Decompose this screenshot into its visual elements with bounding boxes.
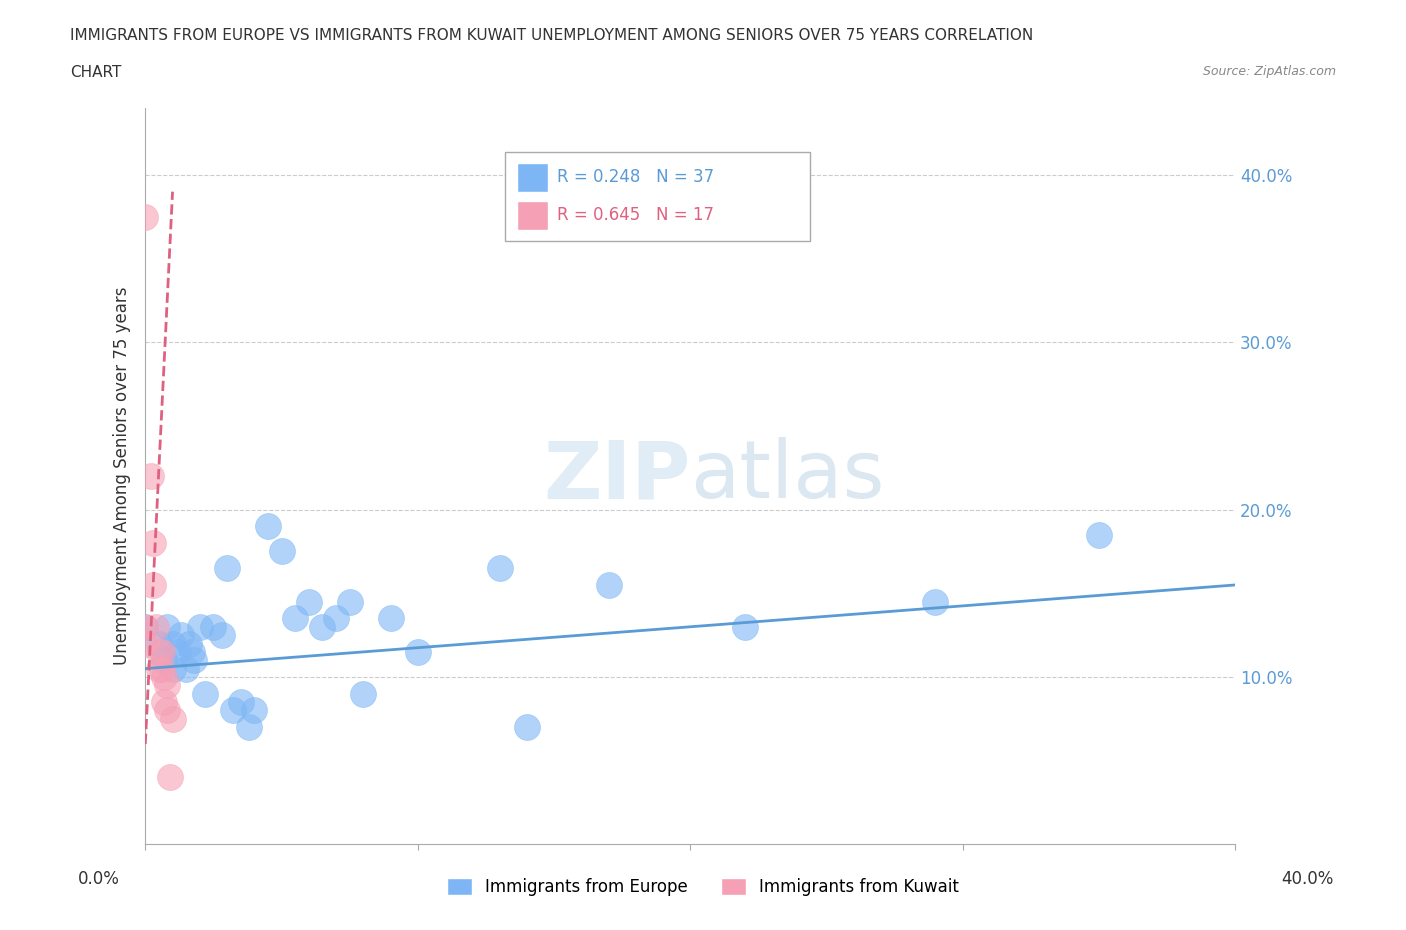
Point bbox=[188, 619, 211, 634]
Point bbox=[167, 644, 190, 659]
Point bbox=[134, 209, 156, 224]
Point bbox=[211, 628, 233, 643]
Point bbox=[183, 653, 205, 668]
Point bbox=[488, 561, 510, 576]
Text: CHART: CHART bbox=[70, 65, 122, 80]
Point bbox=[284, 611, 307, 626]
Point bbox=[380, 611, 402, 626]
Point bbox=[159, 770, 181, 785]
Point bbox=[516, 720, 538, 735]
Point bbox=[311, 619, 333, 634]
Point bbox=[162, 636, 184, 651]
Text: 40.0%: 40.0% bbox=[1281, 870, 1334, 888]
Point bbox=[734, 619, 756, 634]
Point bbox=[406, 644, 429, 659]
Point bbox=[243, 703, 266, 718]
Point bbox=[156, 619, 179, 634]
Point bbox=[150, 661, 173, 676]
Legend: Immigrants from Europe, Immigrants from Kuwait: Immigrants from Europe, Immigrants from … bbox=[440, 871, 966, 903]
Point bbox=[162, 661, 184, 676]
Point bbox=[134, 619, 156, 634]
Point bbox=[339, 594, 361, 609]
Text: Source: ZipAtlas.com: Source: ZipAtlas.com bbox=[1202, 65, 1336, 78]
Point bbox=[156, 703, 179, 718]
Point bbox=[257, 519, 280, 534]
Point bbox=[145, 619, 167, 634]
Point bbox=[924, 594, 946, 609]
Point bbox=[134, 619, 156, 634]
Point bbox=[150, 644, 173, 659]
Point bbox=[325, 611, 347, 626]
Y-axis label: Unemployment Among Seniors over 75 years: Unemployment Among Seniors over 75 years bbox=[114, 287, 131, 666]
Point bbox=[148, 644, 170, 659]
Point bbox=[221, 703, 243, 718]
Point bbox=[270, 544, 292, 559]
Point bbox=[1088, 527, 1111, 542]
Point bbox=[180, 644, 202, 659]
Text: atlas: atlas bbox=[690, 437, 884, 515]
Point bbox=[598, 578, 620, 592]
Point bbox=[177, 636, 200, 651]
Point bbox=[162, 711, 184, 726]
Point bbox=[148, 661, 170, 676]
Text: 0.0%: 0.0% bbox=[77, 870, 120, 888]
Point bbox=[202, 619, 225, 634]
Point bbox=[229, 695, 252, 710]
Point bbox=[194, 686, 217, 701]
Point bbox=[153, 695, 176, 710]
Point bbox=[142, 578, 165, 592]
Text: ZIP: ZIP bbox=[543, 437, 690, 515]
Text: IMMIGRANTS FROM EUROPE VS IMMIGRANTS FROM KUWAIT UNEMPLOYMENT AMONG SENIORS OVER: IMMIGRANTS FROM EUROPE VS IMMIGRANTS FRO… bbox=[70, 28, 1033, 43]
Point bbox=[134, 636, 156, 651]
Point bbox=[153, 670, 176, 684]
Point bbox=[238, 720, 260, 735]
Point bbox=[156, 678, 179, 693]
Point bbox=[174, 661, 197, 676]
Point bbox=[215, 561, 238, 576]
Point bbox=[298, 594, 321, 609]
Point bbox=[148, 636, 170, 651]
Point bbox=[352, 686, 374, 701]
Point bbox=[139, 469, 162, 484]
Point bbox=[170, 628, 193, 643]
Point bbox=[142, 536, 165, 551]
Point bbox=[153, 653, 176, 668]
